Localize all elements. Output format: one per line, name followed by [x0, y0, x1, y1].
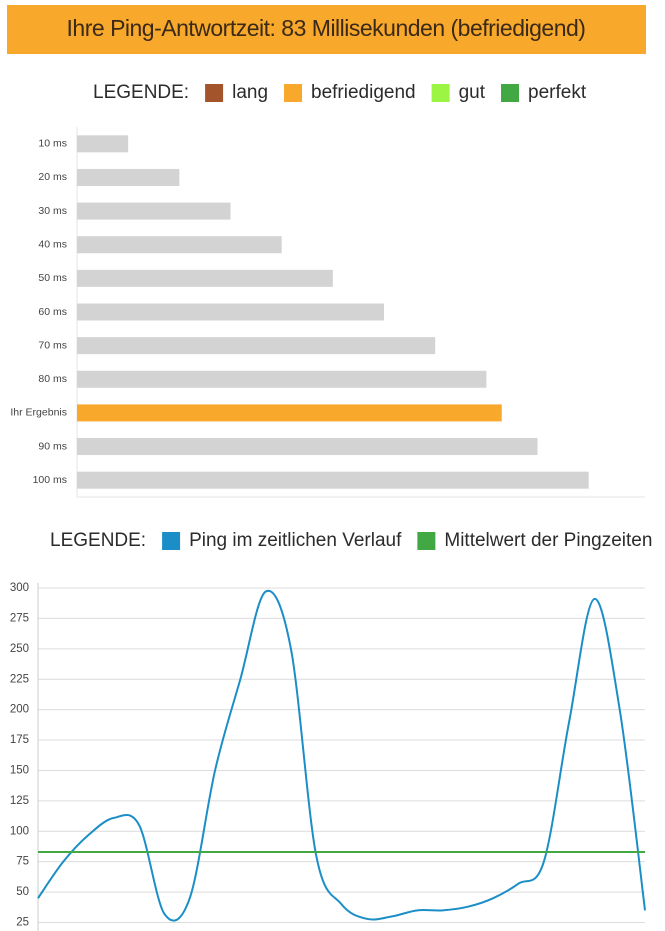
y-tick-label: 125 [10, 795, 29, 807]
series-line [37, 589, 646, 922]
category-label: 40 ms [38, 239, 67, 251]
legend-swatch [501, 84, 520, 102]
y-tick-label: 250 [10, 643, 29, 655]
category-label: 80 ms [38, 373, 67, 385]
y-tick-label: 25 [16, 917, 29, 929]
bar [77, 135, 129, 153]
legend-label: befriedigend [311, 82, 416, 103]
category-label: 30 ms [38, 205, 67, 217]
category-label: 90 ms [38, 440, 67, 452]
legend-label: perfekt [528, 82, 587, 103]
y-tick-label: 175 [10, 734, 29, 746]
category-label: 20 ms [38, 171, 67, 183]
bar [77, 438, 538, 456]
legend-swatch [417, 532, 436, 550]
category-label: Ihr Ergebnis [10, 407, 67, 419]
category-label: 100 ms [33, 474, 67, 486]
y-tick-label: 50 [16, 886, 29, 898]
legend-label: gut [459, 82, 486, 103]
legend-label: Ping im zeitlichen Verlauf [189, 530, 402, 551]
legend-swatch [431, 84, 450, 102]
legend-swatch [162, 532, 181, 550]
y-tick-label: 100 [10, 825, 29, 837]
y-tick-label: 275 [10, 612, 29, 624]
category-label: 50 ms [38, 272, 67, 284]
header-banner [7, 5, 646, 54]
y-tick-label: 75 [16, 856, 29, 868]
bar [77, 471, 589, 489]
y-tick-label: 225 [10, 673, 29, 685]
bar [77, 404, 502, 422]
bar [77, 337, 436, 355]
bar [77, 303, 385, 321]
legend-title: LEGENDE: [50, 530, 146, 551]
category-label: 10 ms [38, 138, 67, 150]
bar [77, 168, 180, 186]
header-title: Ihre Ping-Antwortzeit: 83 Millisekunden … [67, 15, 586, 41]
bar [77, 236, 282, 254]
legend-title: LEGENDE: [93, 82, 189, 103]
category-label: 70 ms [38, 339, 67, 351]
legend-label: Mittelwert der Pingzeiten [444, 530, 652, 551]
y-tick-label: 150 [10, 764, 29, 776]
bar [77, 269, 333, 287]
legend-swatch [284, 84, 303, 102]
legend-swatch [205, 84, 224, 102]
bar [77, 202, 231, 220]
bar [77, 370, 487, 388]
legend-label: lang [232, 82, 268, 103]
y-tick-label: 300 [10, 582, 29, 594]
y-tick-label: 200 [10, 704, 29, 716]
category-label: 60 ms [38, 306, 67, 318]
